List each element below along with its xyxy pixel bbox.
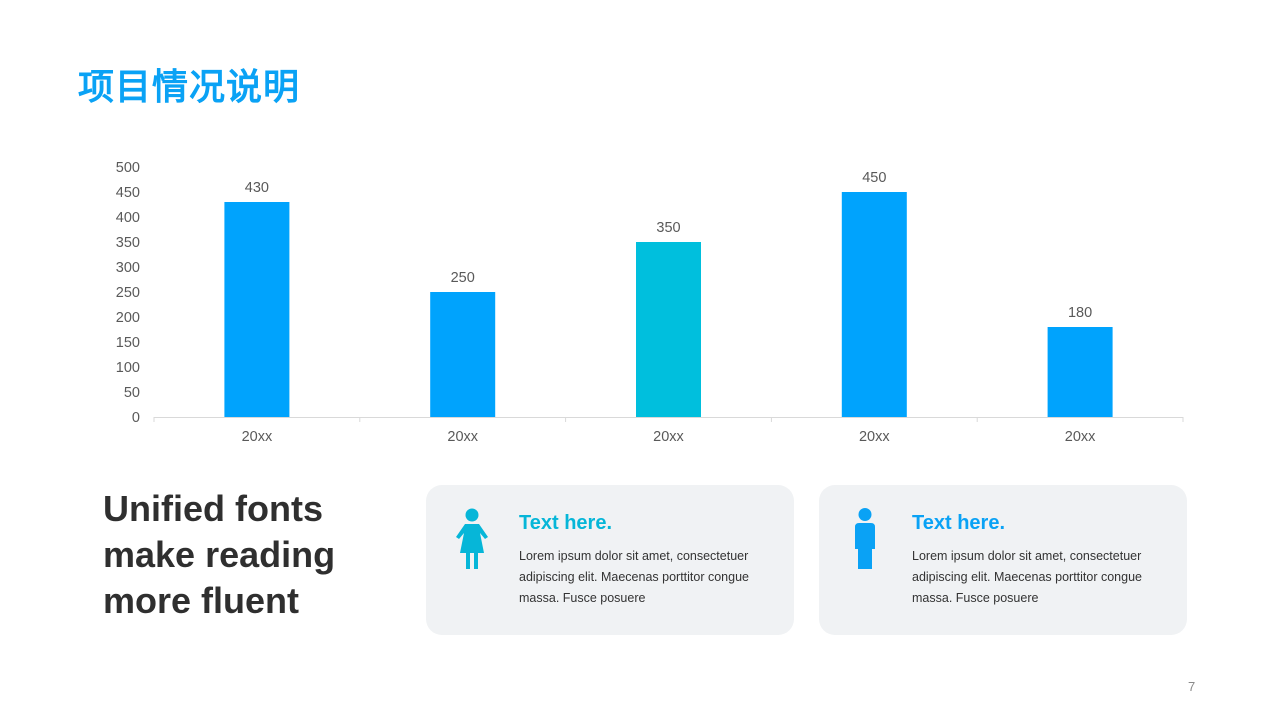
y-tick-label: 300 (116, 260, 140, 276)
data-label: 180 (1068, 305, 1092, 321)
card-title: Text here. (912, 512, 1005, 534)
info-card-2: Text here. Lorem ipsum dolor sit amet, c… (819, 485, 1187, 635)
female-person-icon (456, 508, 488, 569)
y-tick-label: 450 (116, 185, 140, 201)
info-card-1: Text here. Lorem ipsum dolor sit amet, c… (426, 485, 794, 635)
y-tick-label: 350 (116, 235, 140, 251)
male-person-icon (855, 508, 875, 569)
bar-chart: 0 50 100 150 200 250 300 350 400 450 500 430 20xx 250… (116, 160, 1184, 445)
data-label: 450 (862, 170, 886, 186)
bar (224, 202, 290, 417)
data-label: 250 (451, 270, 475, 286)
y-tick-label: 250 (116, 285, 140, 301)
y-tick-label: 0 (132, 410, 140, 426)
bar (1047, 327, 1113, 417)
page-title: 项目情况说明 (78, 67, 301, 108)
bar (636, 242, 701, 417)
x-tick-label: 20xx (653, 429, 684, 445)
y-tick-label: 400 (116, 210, 140, 226)
card-title: Text here. (519, 512, 612, 534)
data-label: 430 (245, 180, 269, 196)
y-tick-label: 100 (116, 360, 140, 376)
x-tick-label: 20xx (242, 429, 273, 445)
y-tick-label: 200 (116, 310, 140, 326)
x-tick-label: 20xx (1065, 429, 1096, 445)
x-tick-label: 20xx (447, 429, 478, 445)
y-tick-label: 500 (116, 160, 140, 176)
y-tick-label: 50 (124, 385, 140, 401)
page-number: 7 (1188, 679, 1196, 694)
headline: Unified fonts make reading more fluent (103, 488, 336, 621)
bar (430, 292, 496, 417)
y-tick-label: 150 (116, 335, 140, 351)
bar (841, 192, 907, 417)
card-body: Lorem ipsum dolor sit amet, consectetuer… (912, 549, 1142, 605)
card-body: Lorem ipsum dolor sit amet, consectetuer… (519, 549, 749, 605)
data-label: 350 (656, 220, 680, 236)
x-tick-label: 20xx (859, 429, 890, 445)
